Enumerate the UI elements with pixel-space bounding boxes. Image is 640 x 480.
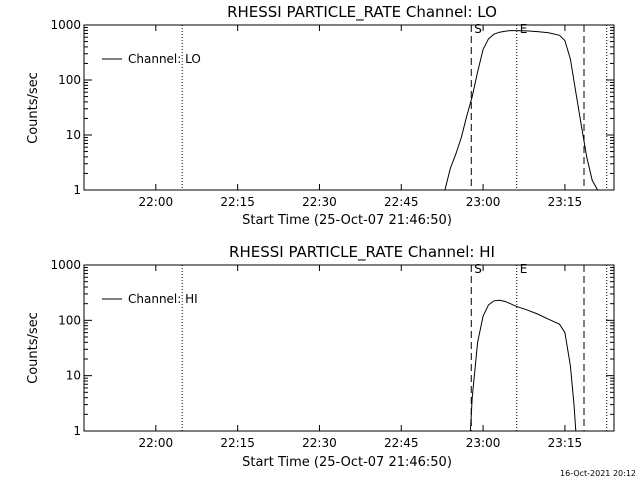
series-line bbox=[444, 30, 599, 191]
y-tick-label: 1000 bbox=[50, 18, 81, 32]
series-group bbox=[469, 299, 577, 432]
axis-ticks: 22:00 22:15 22:30 22:45 23:00 23:15 1 10 100 1000 bbox=[50, 258, 614, 450]
y-tick-label: 10 bbox=[66, 369, 81, 383]
axis-ticks: 22:00 22:15 22:30 22:45 23:00 23:15 1 10 100 1000 bbox=[50, 18, 614, 209]
marker-label: E bbox=[520, 22, 528, 36]
x-axis-label: Start Time (25-Oct-07 21:46:50) bbox=[242, 213, 452, 228]
x-tick-label: 22:15 bbox=[220, 436, 255, 450]
x-tick-label: 23:00 bbox=[466, 195, 501, 209]
x-tick-label: 23:15 bbox=[548, 436, 583, 450]
marker-label: S bbox=[474, 22, 482, 36]
chart-title: RHESSI PARTICLE_RATE Channel: HI bbox=[229, 243, 495, 262]
x-tick-label: 22:45 bbox=[384, 195, 419, 209]
y-axis-label: Counts/sec bbox=[26, 312, 41, 384]
x-tick-label: 22:45 bbox=[384, 436, 419, 450]
x-tick-label: 22:30 bbox=[302, 195, 337, 209]
marker-label: E bbox=[520, 262, 528, 276]
plot-frame bbox=[83, 264, 615, 432]
chart-title: RHESSI PARTICLE_RATE Channel: LO bbox=[227, 3, 497, 22]
y-tick-label: 100 bbox=[58, 313, 81, 327]
y-tick-label: 10 bbox=[66, 128, 81, 142]
y-tick-label: 1 bbox=[73, 424, 81, 438]
panel-hi: RHESSI PARTICLE_RATE Channel: HI Counts/… bbox=[26, 243, 615, 470]
plot-frame bbox=[83, 24, 615, 191]
series-line bbox=[469, 299, 577, 432]
x-tick-label: 22:00 bbox=[139, 436, 174, 450]
x-axis-label: Start Time (25-Oct-07 21:46:50) bbox=[242, 455, 452, 470]
series-group bbox=[444, 30, 599, 191]
y-tick-label: 100 bbox=[58, 73, 81, 87]
legend-label: Channel: LO bbox=[128, 52, 201, 66]
x-tick-label: 22:15 bbox=[220, 195, 255, 209]
x-tick-label: 23:00 bbox=[466, 436, 501, 450]
x-tick-label: 22:30 bbox=[302, 436, 337, 450]
legend-label: Channel: HI bbox=[128, 292, 198, 306]
y-tick-label: 1000 bbox=[50, 258, 81, 272]
panel-lo: RHESSI PARTICLE_RATE Channel: LO Counts/… bbox=[26, 3, 615, 228]
x-tick-label: 23:15 bbox=[548, 195, 583, 209]
y-axis-label: Counts/sec bbox=[26, 72, 41, 144]
marker-label: S bbox=[474, 262, 482, 276]
footer-timestamp: 16-Oct-2021 20:12 bbox=[560, 469, 636, 478]
x-tick-label: 22:00 bbox=[139, 195, 174, 209]
y-tick-label: 1 bbox=[73, 183, 81, 197]
